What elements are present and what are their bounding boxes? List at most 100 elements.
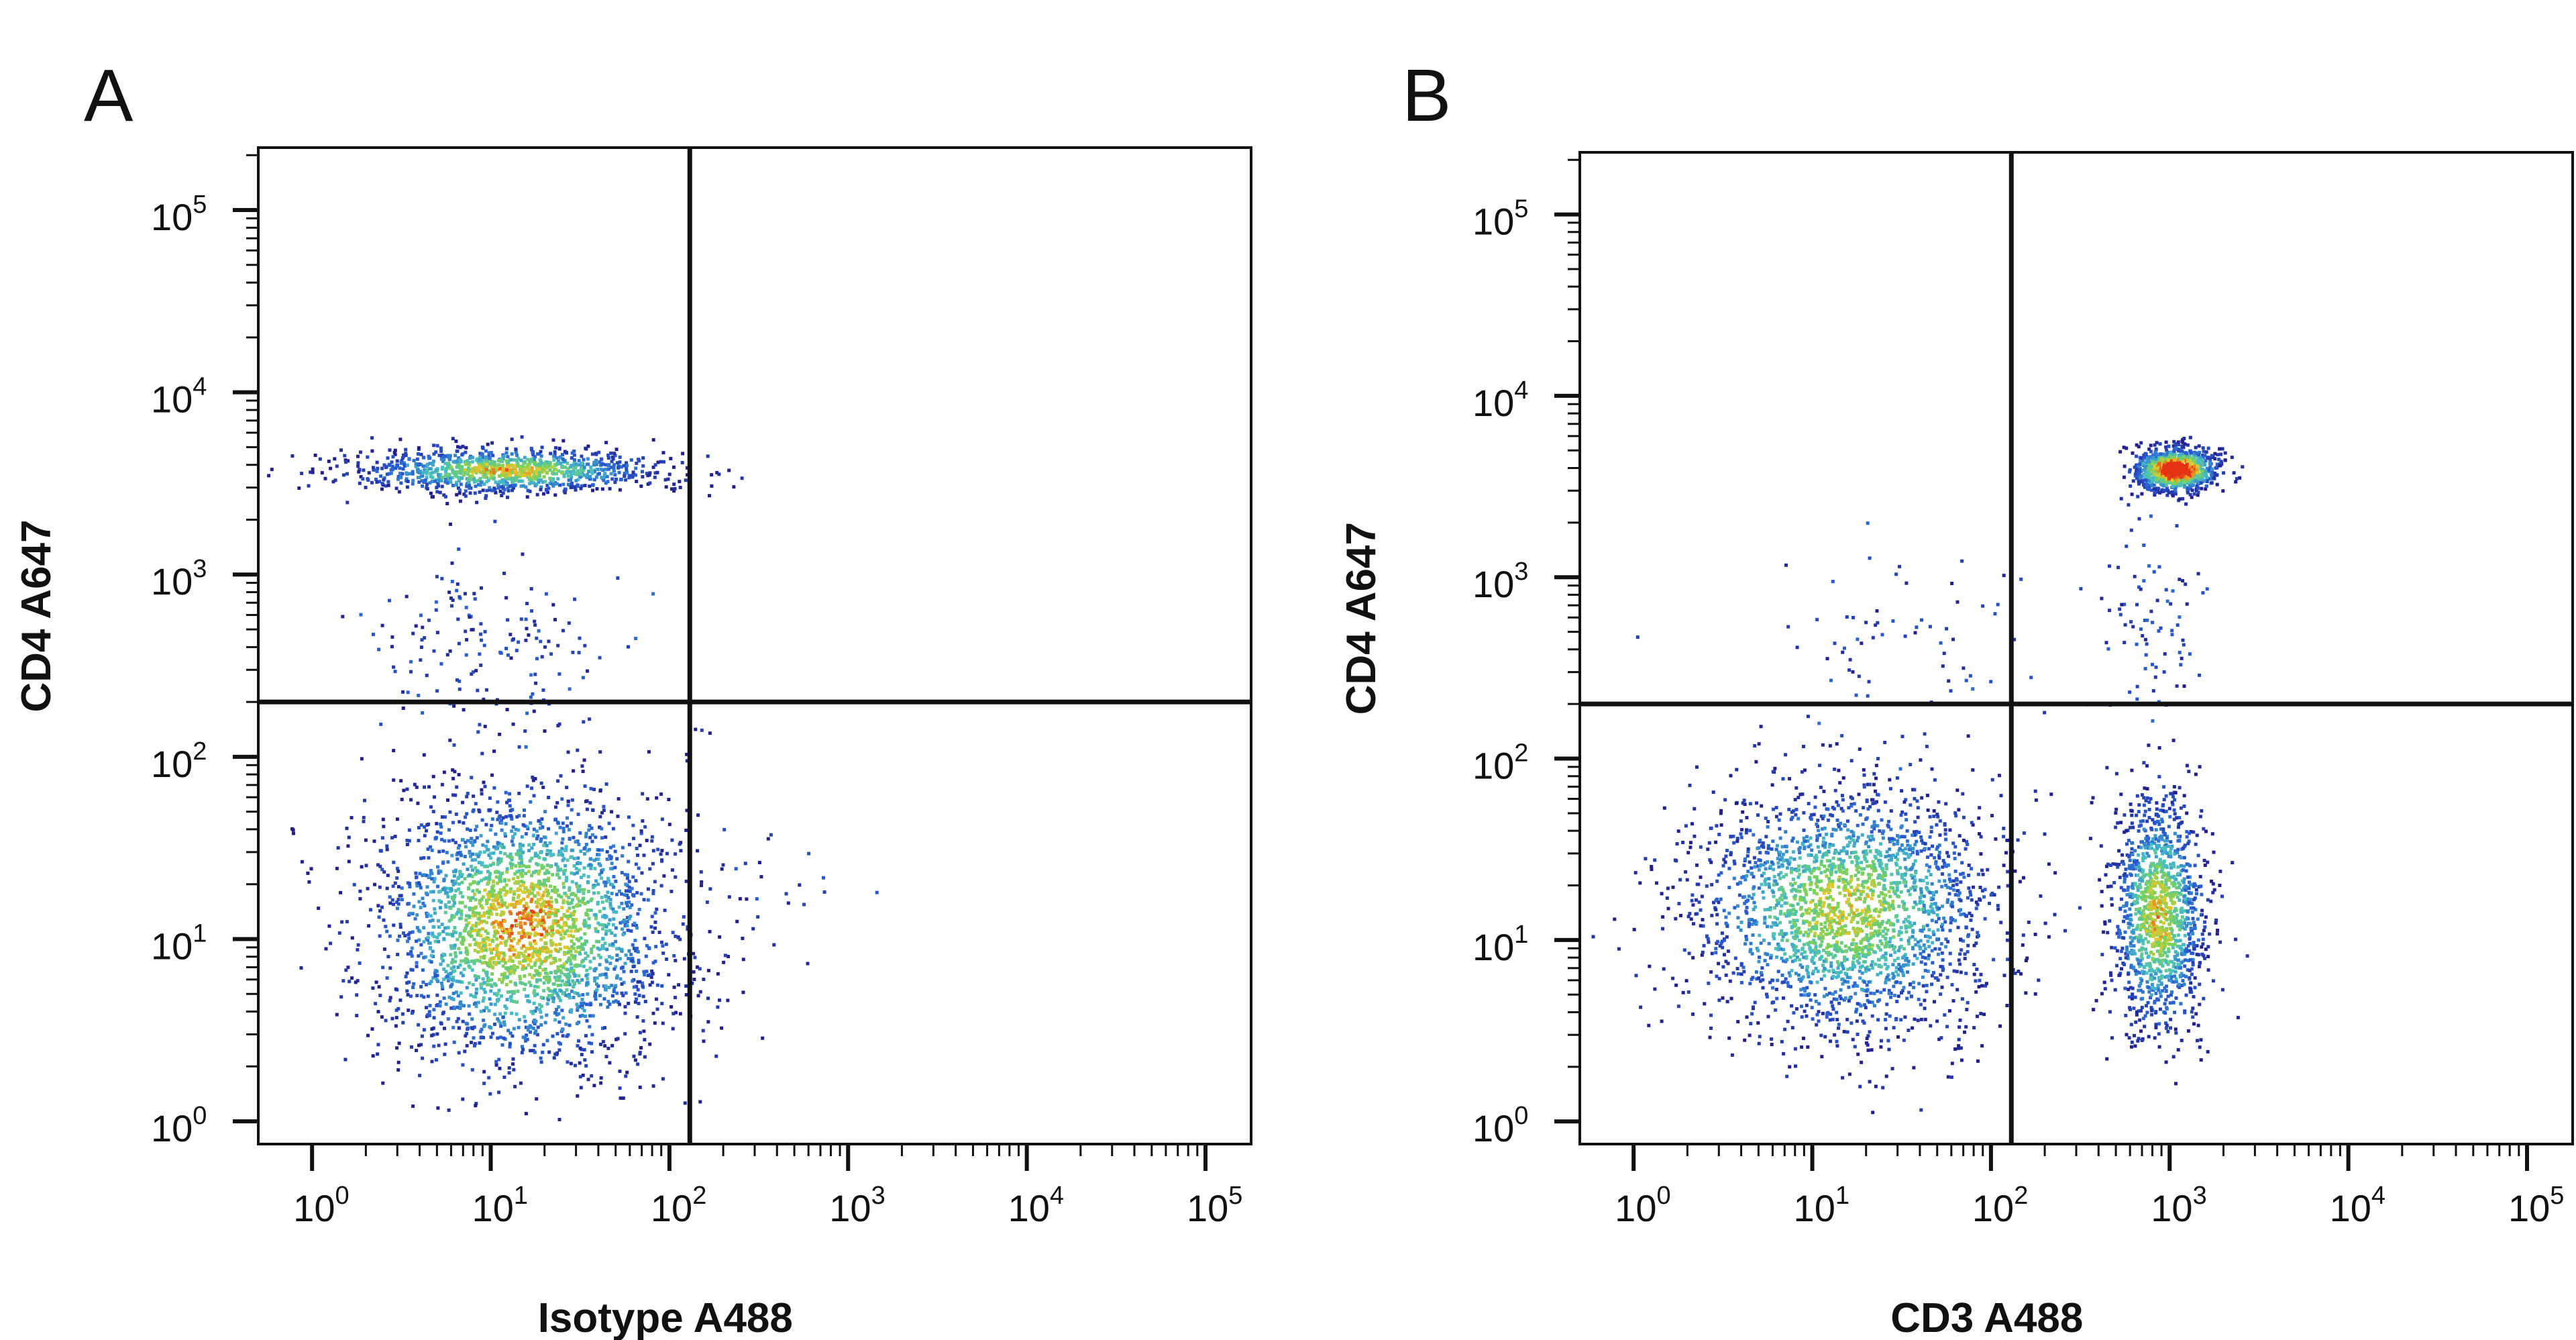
event-point: [515, 923, 519, 927]
event-point: [650, 839, 654, 843]
event-point: [471, 627, 475, 631]
event-point: [547, 1050, 551, 1054]
event-point: [590, 468, 593, 472]
event-point: [363, 798, 366, 803]
event-point: [679, 849, 683, 853]
event-point: [571, 650, 575, 654]
event-point: [335, 464, 339, 468]
event-point: [574, 488, 578, 492]
event-point: [596, 468, 600, 471]
event-point: [651, 889, 655, 892]
event-point: [635, 1015, 639, 1019]
event-point: [503, 852, 507, 856]
event-point: [598, 872, 602, 876]
event-point: [1879, 854, 1883, 858]
event-point: [530, 856, 534, 860]
event-point: [1858, 976, 1862, 980]
event-point: [558, 483, 562, 487]
event-point: [460, 465, 464, 469]
event-point: [572, 981, 576, 985]
event-point: [565, 470, 569, 474]
event-point: [496, 999, 500, 1003]
event-point: [425, 823, 429, 827]
event-point: [458, 980, 462, 984]
event-point: [527, 1025, 530, 1029]
event-point: [411, 482, 415, 486]
event-point: [517, 791, 521, 795]
event-point: [539, 450, 543, 454]
event-point: [1979, 972, 1983, 976]
event-point: [437, 484, 440, 488]
event-point: [494, 907, 498, 911]
event-point: [434, 835, 438, 839]
event-point: [1870, 943, 1874, 947]
event-point: [648, 471, 652, 475]
event-point: [440, 815, 444, 819]
event-point: [515, 478, 519, 482]
event-point: [614, 879, 618, 883]
event-point: [459, 460, 463, 464]
event-point: [378, 909, 382, 913]
event-point: [545, 868, 549, 872]
event-point: [461, 837, 465, 841]
event-point: [524, 1039, 528, 1043]
event-point: [574, 866, 578, 870]
event-point: [486, 442, 490, 446]
event-point: [1839, 807, 1843, 811]
event-point: [1684, 870, 1688, 874]
event-point: [1772, 807, 1775, 811]
event-point: [454, 954, 458, 958]
event-point: [465, 1031, 469, 1035]
event-point: [582, 891, 586, 895]
event-point: [567, 474, 571, 478]
event-point: [497, 1019, 501, 1023]
event-point: [613, 480, 617, 484]
event-point: [392, 450, 396, 454]
event-point: [1857, 961, 1861, 965]
event-point: [574, 949, 578, 954]
event-point: [671, 1027, 675, 1031]
event-point: [464, 950, 468, 954]
event-point: [467, 921, 471, 925]
event-point: [625, 904, 629, 908]
event-point: [635, 923, 638, 927]
event-point: [1812, 961, 1816, 965]
event-point: [568, 914, 572, 918]
event-point: [498, 888, 502, 892]
event-point: [1835, 800, 1839, 804]
event-point: [608, 943, 612, 947]
event-point: [1790, 909, 1794, 913]
event-point: [1653, 987, 1657, 991]
event-point: [523, 931, 527, 935]
event-point: [656, 847, 660, 852]
event-point: [396, 938, 400, 942]
event-point: [572, 923, 576, 927]
event-point: [608, 1002, 612, 1007]
event-point: [1869, 991, 1873, 995]
event-point: [459, 482, 463, 486]
event-point: [429, 960, 433, 964]
event-point: [551, 470, 555, 474]
event-point: [1866, 864, 1870, 868]
event-point: [431, 976, 435, 980]
event-point: [1688, 912, 1692, 915]
event-point: [465, 637, 469, 641]
event-point: [580, 462, 584, 465]
event-point: [392, 860, 396, 864]
event-point: [391, 455, 395, 459]
event-point: [425, 891, 428, 895]
event-point: [517, 456, 521, 460]
event-point: [625, 876, 629, 880]
event-point: [476, 730, 480, 734]
event-point: [358, 896, 362, 900]
event-point: [441, 986, 445, 990]
event-point: [598, 656, 602, 660]
event-point: [1997, 885, 2001, 889]
event-point: [478, 458, 482, 462]
event-point: [450, 604, 453, 608]
event-point: [1782, 859, 1786, 863]
event-point: [479, 833, 483, 837]
event-point: [500, 1043, 504, 1047]
event-point: [478, 945, 482, 949]
event-point: [451, 904, 455, 908]
